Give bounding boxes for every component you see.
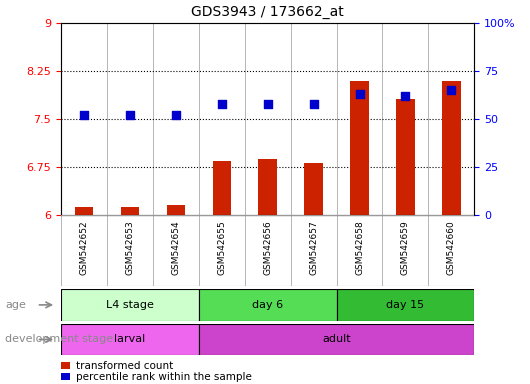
Text: GSM542657: GSM542657 [309,221,318,275]
Title: GDS3943 / 173662_at: GDS3943 / 173662_at [191,5,344,19]
Text: age: age [5,300,26,310]
Bar [350,81,369,215]
Bar [213,161,231,215]
Point [217,101,226,107]
Text: percentile rank within the sample: percentile rank within the sample [76,372,252,382]
Text: GSM542656: GSM542656 [263,221,272,275]
Bar [337,289,474,321]
Point [172,112,180,118]
Text: GSM542660: GSM542660 [447,221,456,275]
Text: day 15: day 15 [386,300,425,310]
Point [263,101,272,107]
Bar [442,81,461,215]
Text: larval: larval [114,334,145,344]
Bar [121,207,139,215]
Text: GSM542654: GSM542654 [171,221,180,275]
Bar [199,289,337,321]
Text: GSM542653: GSM542653 [126,221,134,275]
Bar [61,289,199,321]
Bar [166,205,185,215]
Text: L4 stage: L4 stage [106,300,154,310]
Bar [396,99,414,215]
Bar [304,162,323,215]
Point [447,87,456,93]
Text: GSM542655: GSM542655 [217,221,226,275]
Bar [199,324,474,355]
Text: day 6: day 6 [252,300,283,310]
Text: GSM542652: GSM542652 [80,221,89,275]
Point [355,91,364,97]
Text: adult: adult [322,334,351,344]
Bar [75,207,93,215]
Text: GSM542659: GSM542659 [401,221,410,275]
Point [80,112,88,118]
Point [126,112,134,118]
Text: GSM542658: GSM542658 [355,221,364,275]
Point [310,101,318,107]
Bar [61,324,199,355]
Bar [259,159,277,215]
Text: development stage: development stage [5,334,113,344]
Point [401,93,410,99]
Text: transformed count: transformed count [76,361,173,371]
